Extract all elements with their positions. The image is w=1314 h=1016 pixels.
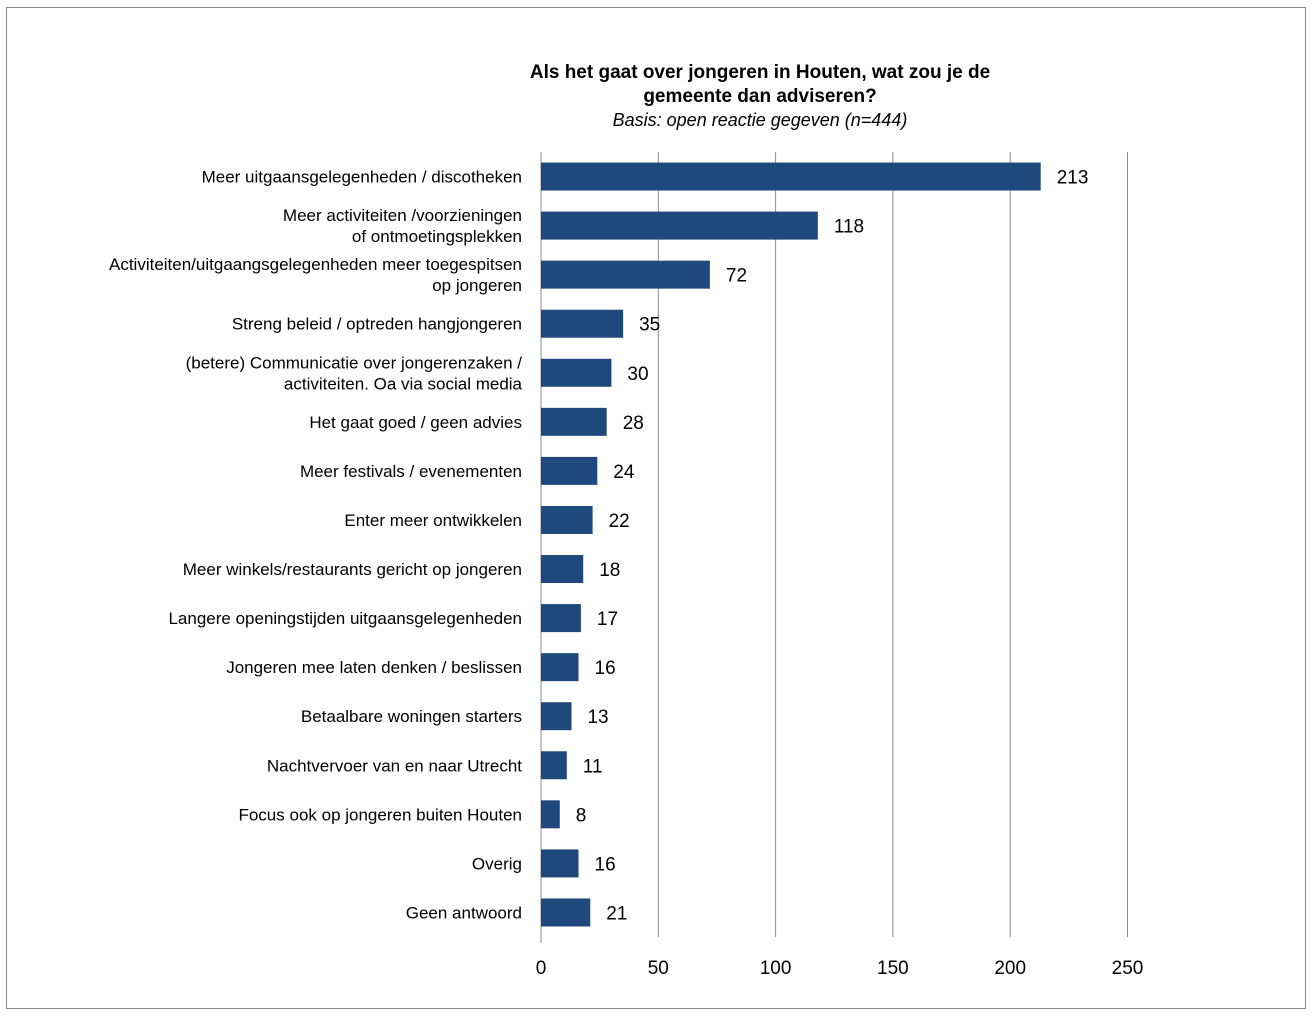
category-label: Meer uitgaansgelegenheden / discotheken bbox=[202, 168, 522, 187]
bar bbox=[541, 407, 607, 436]
chart-subtitle: Basis: open reactie gegeven (n=444) bbox=[612, 110, 908, 130]
data-label: 35 bbox=[639, 315, 660, 336]
category-label: Meer winkels/restaurants gericht op jong… bbox=[183, 560, 522, 579]
data-label: 17 bbox=[597, 609, 618, 630]
chart-title-line-2: gemeente dan adviseren? bbox=[643, 86, 877, 107]
bar bbox=[541, 849, 579, 878]
bar bbox=[541, 358, 612, 387]
data-label: 18 bbox=[599, 560, 620, 581]
x-tick-label: 250 bbox=[1112, 958, 1144, 979]
category-label: (betere) Communicatie over jongerenzaken… bbox=[186, 353, 523, 372]
category-label: Overig bbox=[472, 854, 522, 873]
category-label: Het gaat goed / geen advies bbox=[309, 413, 522, 432]
category-label: Geen antwoord bbox=[406, 903, 522, 922]
bar bbox=[541, 800, 560, 829]
bar bbox=[541, 505, 593, 534]
data-label: 8 bbox=[576, 805, 587, 826]
x-tick-label: 150 bbox=[877, 958, 909, 979]
bar bbox=[541, 702, 572, 731]
bar bbox=[541, 211, 818, 240]
bar bbox=[541, 309, 624, 338]
x-tick-label: 0 bbox=[536, 958, 547, 979]
chart-title-line-1: Als het gaat over jongeren in Houten, wa… bbox=[529, 62, 991, 83]
x-tick-label: 200 bbox=[994, 958, 1026, 979]
data-label: 72 bbox=[726, 266, 747, 287]
category-label: Activiteiten/uitgaangsgelegenheden meer … bbox=[109, 255, 522, 274]
category-label: Jongeren mee laten denken / beslissen bbox=[226, 658, 522, 677]
category-label: Langere openingstijden uitgaansgelegenhe… bbox=[168, 609, 522, 628]
bar bbox=[541, 162, 1041, 191]
data-label: 24 bbox=[613, 462, 635, 483]
category-label: of ontmoetingsplekken bbox=[352, 227, 522, 246]
data-label: 16 bbox=[595, 854, 616, 875]
bar bbox=[541, 751, 567, 780]
category-label: Enter meer ontwikkelen bbox=[344, 511, 522, 530]
data-label: 16 bbox=[595, 658, 616, 679]
category-label: activiteiten. Oa via social media bbox=[284, 374, 523, 393]
data-label: 213 bbox=[1057, 168, 1089, 189]
category-label: op jongeren bbox=[432, 276, 522, 295]
x-tick-label: 100 bbox=[760, 958, 792, 979]
bar bbox=[541, 653, 579, 682]
category-label: Meer activiteiten /voorzieningen bbox=[283, 206, 522, 225]
category-label: Streng beleid / optreden hangjongeren bbox=[232, 315, 522, 334]
category-label: Focus ook op jongeren buiten Houten bbox=[238, 805, 522, 824]
category-label: Meer festivals / evenementen bbox=[300, 462, 522, 481]
bar bbox=[541, 260, 710, 289]
x-tick-label: 50 bbox=[648, 958, 669, 979]
data-label: 118 bbox=[834, 217, 864, 238]
bar bbox=[541, 456, 598, 485]
bar bbox=[541, 555, 584, 584]
bar bbox=[541, 604, 581, 633]
category-label: Betaalbare woningen starters bbox=[301, 707, 522, 726]
data-label: 21 bbox=[606, 903, 627, 924]
bar bbox=[541, 898, 591, 927]
data-label: 13 bbox=[587, 707, 608, 728]
data-label: 28 bbox=[623, 413, 644, 434]
data-label: 22 bbox=[609, 511, 630, 532]
data-label: 11 bbox=[583, 756, 603, 777]
category-label: Nachtvervoer van en naar Utrecht bbox=[267, 756, 522, 775]
data-label: 30 bbox=[627, 364, 648, 385]
